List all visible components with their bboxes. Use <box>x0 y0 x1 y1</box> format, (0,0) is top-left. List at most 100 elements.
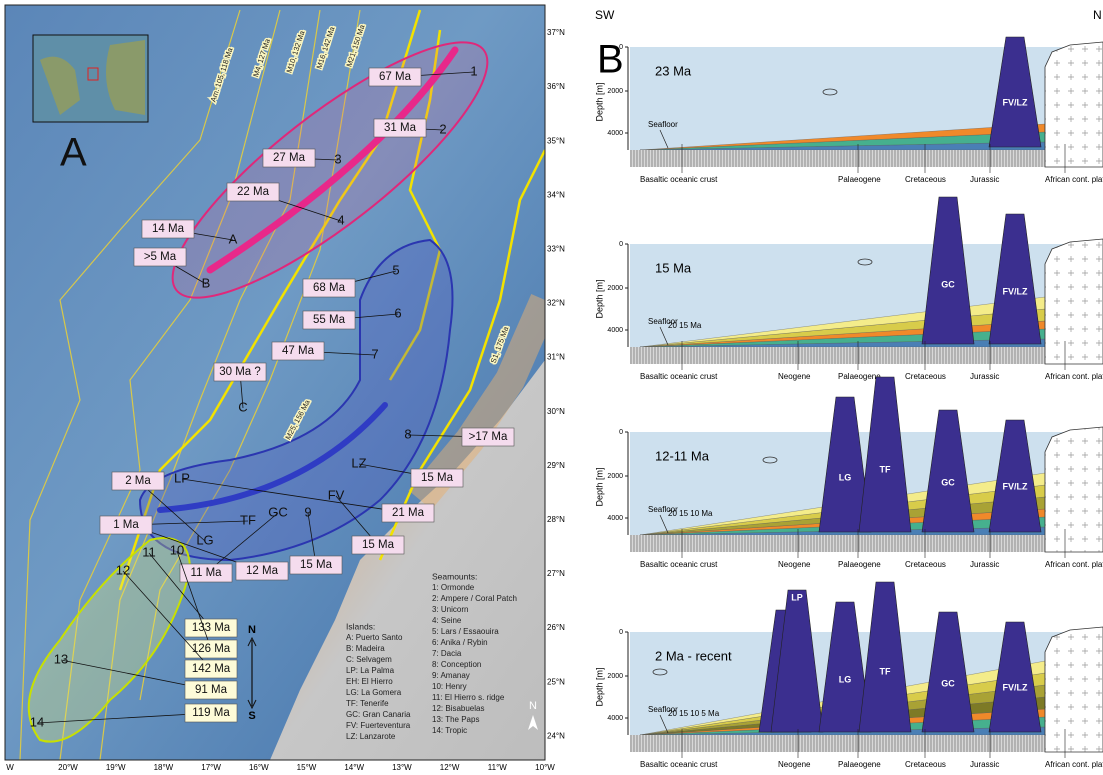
latitude-label: 25°N <box>547 677 565 686</box>
unit-label: Palaeogene <box>838 760 881 769</box>
oceanic-crust <box>630 347 1045 364</box>
depth-tick-label: 0 <box>619 241 623 248</box>
seamount-item: 2: Ampere / Coral Patch <box>432 594 517 603</box>
age-label: 55 Ma <box>313 314 346 326</box>
unit-label: Neogene <box>778 760 811 769</box>
site-label: LP <box>174 470 190 485</box>
seamount-item: 5: Lars / Essaouira <box>432 627 499 636</box>
section-age: 23 Ma <box>655 63 692 78</box>
age-label: 30 Ma ? <box>219 366 261 378</box>
unit-label: Cretaceous <box>905 560 946 569</box>
island-item: FV: Fuerteventura <box>346 721 411 730</box>
unit-label: African cont. platfo <box>1045 760 1103 769</box>
continental-platform <box>1045 239 1103 364</box>
site-label: GC <box>268 504 288 519</box>
seafloor-label: Seafloor <box>648 120 678 129</box>
edifice-label: TF <box>880 464 891 474</box>
section-age: 15 Ma <box>655 260 692 275</box>
site-label: LG <box>196 532 213 547</box>
depth-tick-label: 4000 <box>607 327 623 334</box>
edifice-label: FV/LZ <box>1003 97 1028 107</box>
longitude-label: 16°W <box>249 763 269 772</box>
age-label: 22 Ma <box>237 186 270 198</box>
latitude-label: 28°N <box>547 515 565 524</box>
unit-label: Jurassic <box>970 560 999 569</box>
latitude-label: 34°N <box>547 190 565 199</box>
edifice-label: FV/LZ <box>1003 286 1028 296</box>
edifice-label: GC <box>941 678 955 688</box>
seamount-item: 8: Conception <box>432 660 481 669</box>
islands-title: Islands: <box>346 621 375 631</box>
site-label: 5 <box>392 262 399 277</box>
site-label: 13 <box>54 651 68 666</box>
site-label: B <box>202 275 211 290</box>
age-label: 119 Ma <box>192 707 230 719</box>
island-item: LP: La Palma <box>346 666 395 675</box>
site-label: A <box>229 231 238 246</box>
unit-label: Cretaceous <box>905 372 946 381</box>
continental-platform <box>1045 42 1103 167</box>
unit-label: Jurassic <box>970 372 999 381</box>
latitude-label: 32°N <box>547 299 565 308</box>
longitude-label: W <box>6 763 14 772</box>
figure: A N S N Seamounts: Islands: SW N B Am. 1… <box>0 0 1103 775</box>
longitude-label: 17°W <box>201 763 221 772</box>
island-item: LG: La Gomera <box>346 688 402 697</box>
site-label: 14 <box>30 714 44 729</box>
unit-label: Jurassic <box>970 175 999 184</box>
site-label: 9 <box>304 504 311 519</box>
site-label: FV <box>328 487 345 502</box>
longitude-label: 20°W <box>58 763 78 772</box>
age-label: 15 Ma <box>300 559 333 571</box>
seamount-item: 9: Amanay <box>432 671 470 680</box>
edifice-label: FV/LZ <box>1003 482 1028 492</box>
depth-label: Depth [m] <box>594 467 604 506</box>
ne-label: N <box>1093 8 1102 22</box>
edifice-label: FV/LZ <box>1003 682 1028 692</box>
age-label: 1 Ma <box>113 519 139 531</box>
age-label: 2 Ma <box>125 475 151 487</box>
age-label: 126 Ma <box>192 643 231 655</box>
unit-label: Neogene <box>778 560 811 569</box>
site-label: TF <box>240 512 256 527</box>
sw-label: SW <box>595 8 615 22</box>
north-label: N <box>529 700 537 712</box>
oceanic-crust <box>630 150 1045 167</box>
seamounts-title: Seamounts: <box>432 571 477 581</box>
unit-label: Palaeogene <box>838 175 881 184</box>
latitude-label: 26°N <box>547 623 565 632</box>
seamount-item: 13: The Paps <box>432 715 479 724</box>
compass-s: S <box>248 710 255 722</box>
seamount-item: 11: El Hierro s. ridge <box>432 693 505 702</box>
latitude-label: 33°N <box>547 245 565 254</box>
depth-tick-label: 4000 <box>607 715 623 722</box>
island-item: A: Puerto Santo <box>346 633 403 642</box>
depth-label: Depth [m] <box>594 667 604 706</box>
sequence-labels: 20 15 10 5 Ma <box>668 709 720 718</box>
island-item: C: Selvagem <box>346 655 392 664</box>
age-label: >5 Ma <box>144 251 177 263</box>
unit-label: Palaeogene <box>838 372 881 381</box>
edifice-label: GC <box>941 280 955 290</box>
island-item: LZ: Lanzarote <box>346 732 396 741</box>
latitude-label: 27°N <box>547 569 565 578</box>
site-label: 2 <box>439 121 446 136</box>
age-label: 11 Ma <box>190 567 222 579</box>
depth-tick-label: 0 <box>619 629 623 636</box>
age-label: 91 Ma <box>195 684 228 696</box>
seamount-item: 12: Bisabuelas <box>432 704 484 713</box>
latitude-label: 36°N <box>547 82 565 91</box>
longitude-label: 18°W <box>154 763 174 772</box>
latitude-label: 35°N <box>547 136 565 145</box>
island-item: B: Madeira <box>346 644 385 653</box>
island-item: TF: Tenerife <box>346 699 389 708</box>
unit-label: African cont. platfo <box>1045 372 1103 381</box>
site-label: 7 <box>371 346 378 361</box>
latitude-label: 37°N <box>547 28 565 37</box>
edifice-label: TF <box>880 666 891 676</box>
longitude-label: 13°W <box>392 763 412 772</box>
age-label: >17 Ma <box>469 431 508 443</box>
unit-label: African cont. platfo <box>1045 175 1103 184</box>
depth-tick-label: 2000 <box>607 473 623 480</box>
site-label: 12 <box>116 562 130 577</box>
